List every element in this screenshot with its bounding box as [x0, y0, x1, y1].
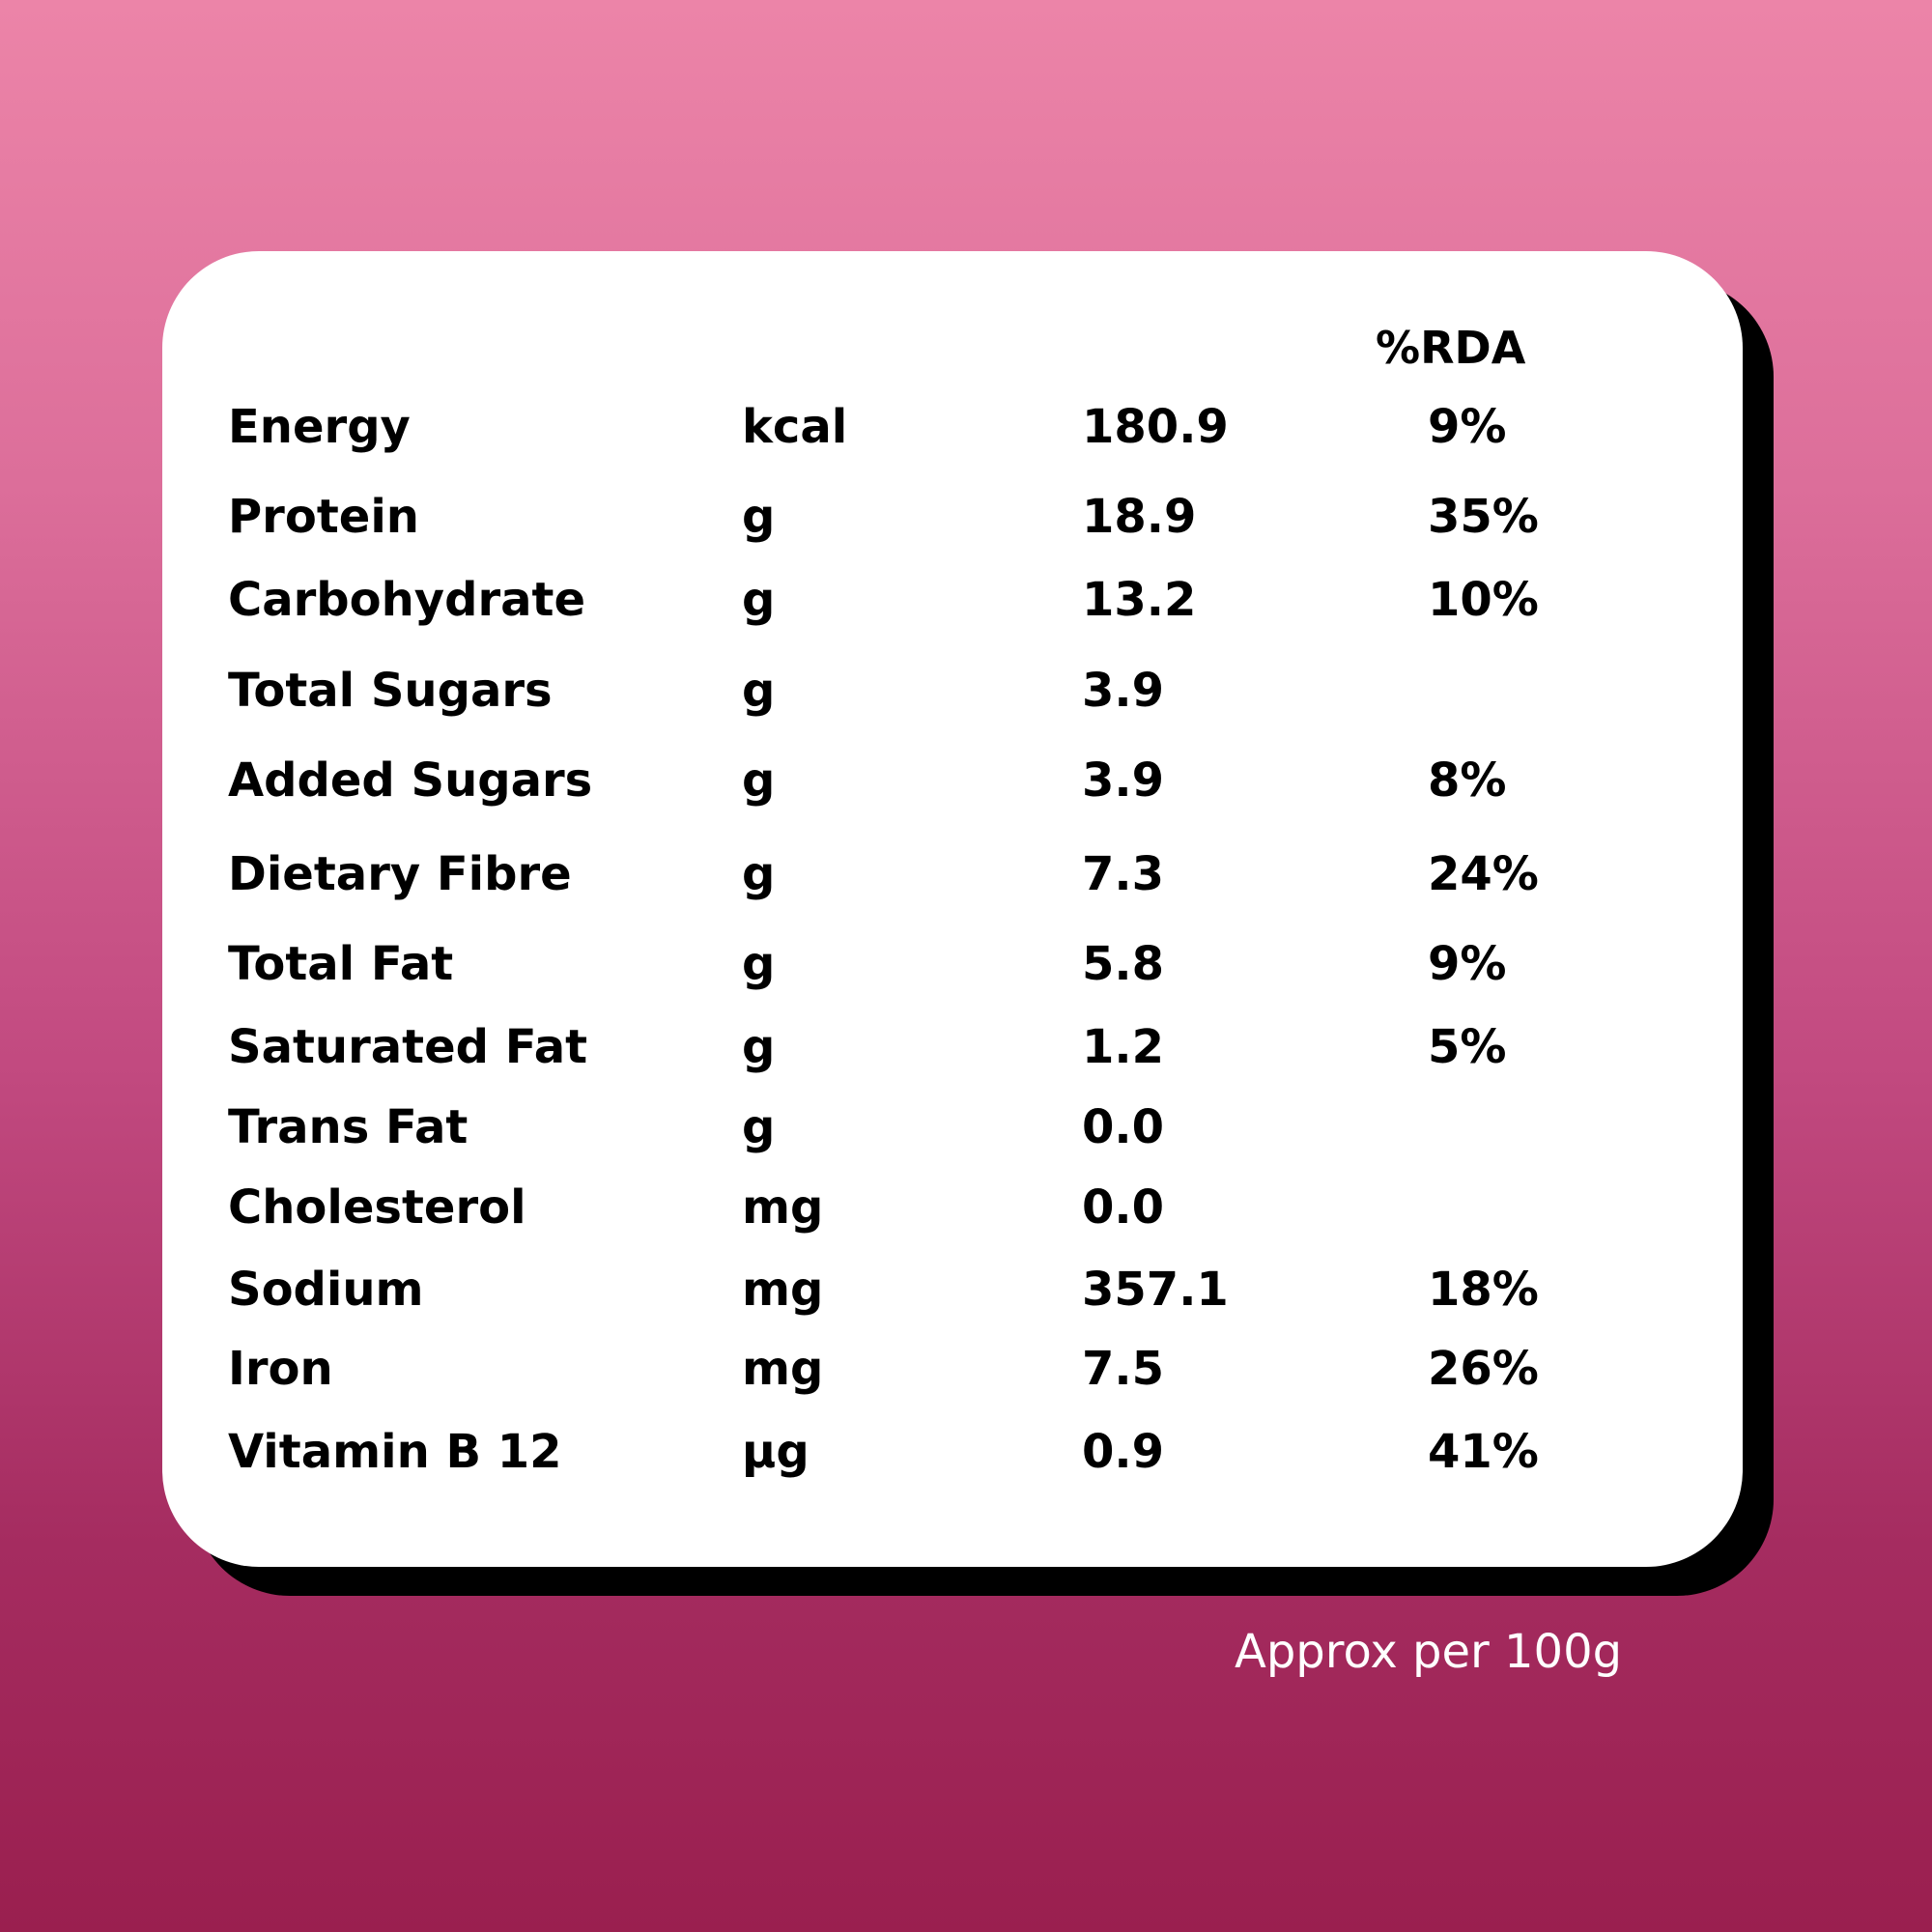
- nutrient-amount: 5.8: [1082, 937, 1165, 991]
- nutrient-amount: 357.1: [1082, 1263, 1229, 1317]
- nutrition-card: [162, 251, 1743, 1567]
- nutrient-amount: 180.9: [1082, 400, 1229, 454]
- nutrient-unit: µg: [742, 1425, 810, 1479]
- nutrient-rda: 18%: [1428, 1263, 1539, 1317]
- nutrient-rda: 24%: [1428, 847, 1539, 901]
- nutrient-rda: 41%: [1428, 1425, 1539, 1479]
- nutrient-amount: 7.5: [1082, 1342, 1165, 1396]
- nutrient-unit: g: [742, 573, 776, 627]
- nutrient-unit: g: [742, 753, 776, 808]
- nutrient-name: Total Sugars: [228, 664, 553, 718]
- nutrient-row-protein: Protein g 18.9 35%: [0, 488, 1932, 546]
- nutrient-amount: 13.2: [1082, 573, 1197, 627]
- nutrient-unit: mg: [742, 1263, 824, 1317]
- nutrient-row-dietary-fibre: Dietary Fibre g 7.3 24%: [0, 845, 1932, 903]
- serving-footnote: Approx per 100g: [1235, 1625, 1623, 1679]
- nutrient-name: Sodium: [228, 1263, 424, 1317]
- nutrient-row-sodium: Sodium mg 357.1 18%: [0, 1261, 1932, 1319]
- nutrient-rda: 9%: [1428, 400, 1507, 454]
- nutrient-unit: g: [742, 1100, 776, 1154]
- nutrient-row-added-sugars: Added Sugars g 3.9 8%: [0, 752, 1932, 810]
- nutrient-rda: 35%: [1428, 490, 1539, 544]
- nutrient-name: Iron: [228, 1342, 333, 1396]
- nutrient-name: Cholesterol: [228, 1180, 526, 1235]
- nutrient-name: Trans Fat: [228, 1100, 469, 1154]
- nutrient-name: Dietary Fibre: [228, 847, 572, 901]
- nutrient-name: Total Fat: [228, 937, 454, 991]
- nutrient-unit: g: [742, 937, 776, 991]
- nutrient-amount: 3.9: [1082, 664, 1165, 718]
- nutrient-amount: 7.3: [1082, 847, 1165, 901]
- nutrient-unit: mg: [742, 1342, 824, 1396]
- nutrient-row-saturated-fat: Saturated Fat g 1.2 5%: [0, 1018, 1932, 1076]
- nutrient-rda: 26%: [1428, 1342, 1539, 1396]
- nutrient-amount: 1.2: [1082, 1020, 1165, 1074]
- nutrient-name: Vitamin B 12: [228, 1425, 562, 1479]
- nutrient-name: Added Sugars: [228, 753, 593, 808]
- nutrient-row-vitamin-b12: Vitamin B 12 µg 0.9 41%: [0, 1423, 1932, 1481]
- nutrient-name: Carbohydrate: [228, 573, 586, 627]
- nutrient-rda: 10%: [1428, 573, 1539, 627]
- nutrient-row-total-sugars: Total Sugars g 3.9: [0, 662, 1932, 720]
- nutrient-row-energy: Energy kcal 180.9 9%: [0, 398, 1932, 456]
- nutrient-row-cholesterol: Cholesterol mg 0.0: [0, 1179, 1932, 1236]
- nutrient-row-iron: Iron mg 7.5 26%: [0, 1340, 1932, 1398]
- nutrient-amount: 0.9: [1082, 1425, 1165, 1479]
- nutrient-amount: 3.9: [1082, 753, 1165, 808]
- nutrient-rda: 9%: [1428, 937, 1507, 991]
- nutrient-name: Protein: [228, 490, 419, 544]
- nutrient-rda: 8%: [1428, 753, 1507, 808]
- nutrient-unit: mg: [742, 1180, 824, 1235]
- rda-column-header: %RDA: [1376, 322, 1526, 374]
- nutrient-unit: kcal: [742, 400, 848, 454]
- nutrient-unit: g: [742, 847, 776, 901]
- nutrient-name: Energy: [228, 400, 411, 454]
- nutrient-unit: g: [742, 664, 776, 718]
- nutrient-amount: 18.9: [1082, 490, 1197, 544]
- nutrient-amount: 0.0: [1082, 1180, 1165, 1235]
- nutrient-row-carbohydrate: Carbohydrate g 13.2 10%: [0, 571, 1932, 629]
- nutrient-amount: 0.0: [1082, 1100, 1165, 1154]
- nutrient-unit: g: [742, 490, 776, 544]
- nutrient-rda: 5%: [1428, 1020, 1507, 1074]
- nutrient-row-trans-fat: Trans Fat g 0.0: [0, 1098, 1932, 1156]
- nutrient-row-total-fat: Total Fat g 5.8 9%: [0, 935, 1932, 993]
- nutrient-unit: g: [742, 1020, 776, 1074]
- nutrient-name: Saturated Fat: [228, 1020, 588, 1074]
